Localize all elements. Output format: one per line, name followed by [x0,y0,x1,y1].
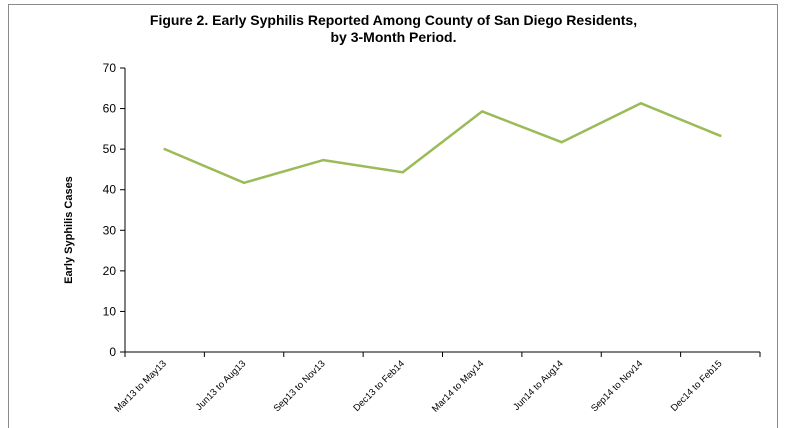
y-tick-label: 60 [103,102,117,116]
x-tick-label: Mar13 to May13 [112,358,168,414]
x-axis: Mar13 to May13 Jun13 to Aug13 Sep13 to Nov… [112,351,761,415]
chart-title-line-2: by 3-Month Period. [330,29,457,45]
x-tick-label: Sep13 to Nov13 [272,358,328,414]
x-tick-label: Mar14 to May14 [430,358,486,414]
chart-frame [8,4,778,428]
y-tick-label: 50 [103,142,117,156]
y-tick-label: 20 [103,264,117,278]
series-layer [163,102,722,185]
x-tick-label: Sep14 to Nov14 [589,358,645,414]
y-axis-label: Early Syphilis Cases [63,176,75,284]
y-tick-label: 30 [103,223,117,237]
series-line [163,102,722,185]
data-point [719,134,722,137]
data-point [163,147,166,151]
chart-title-line-1: Figure 2. Early Syphilis Reported Among … [149,12,638,28]
y-tick-label: 10 [103,304,117,318]
x-tick-label: Jun14 to Aug14 [511,358,565,412]
y-axis: 0 10 20 30 40 50 60 70 [103,61,126,359]
data-point [322,158,325,162]
data-point [401,171,405,174]
y-tick-label: 40 [103,183,117,197]
x-tick-label: Dec13 to Feb14 [351,358,407,414]
x-tick-label: Dec14 to Feb15 [669,358,725,414]
chart-title: Figure 2. Early Syphilis Reported Among … [0,12,787,46]
y-tick-label: 70 [103,61,117,75]
data-point [639,102,643,105]
data-point [480,110,484,113]
x-tick-label: Jun13 to Aug13 [194,358,248,412]
data-point [560,141,563,144]
data-point [242,181,246,185]
y-tick-label: 0 [109,345,116,359]
